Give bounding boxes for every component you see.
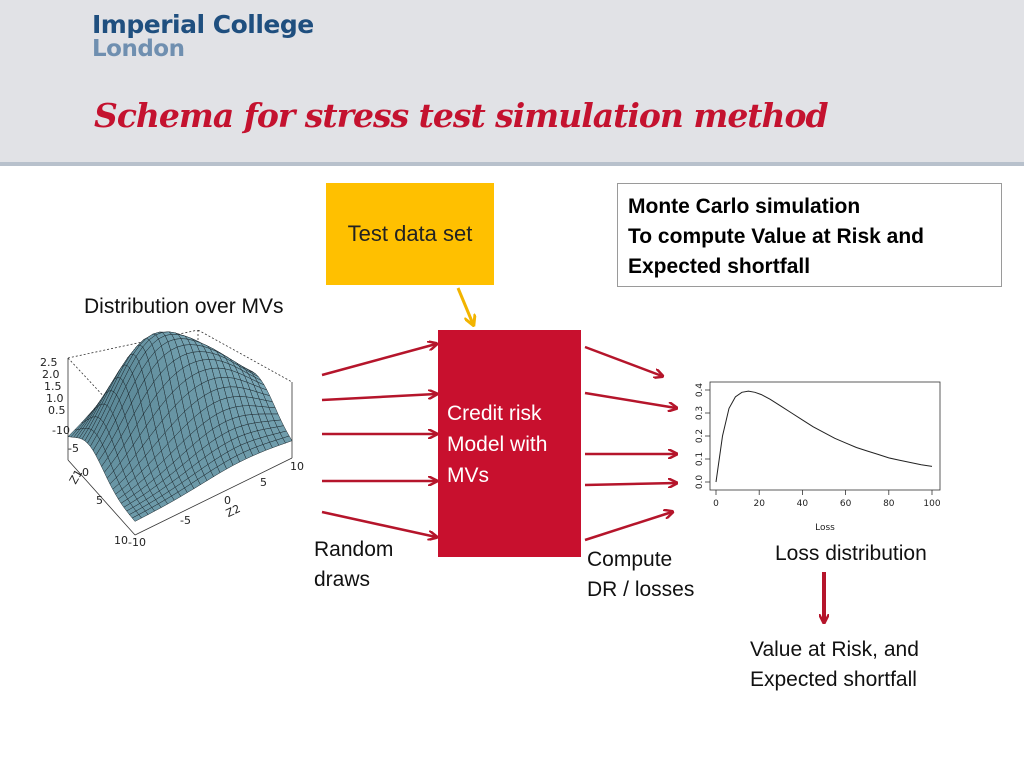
z1-axis-label: Z1 <box>67 467 86 486</box>
z1-tick: 5 <box>96 494 103 507</box>
z-tick: 2.0 <box>42 368 60 381</box>
test-data-label: Test data set <box>347 221 473 246</box>
monte-carlo-line2: To compute Value at Risk and <box>628 225 925 248</box>
credit-risk-model-box: Credit risk Model with MVs <box>438 330 581 557</box>
input-arrow-2 <box>321 394 436 402</box>
model-line3: MVs <box>447 464 489 487</box>
slide-title: Schema for stress test simulation method <box>94 96 829 135</box>
output-arrow-1 <box>584 345 662 376</box>
chart-x-axis-label: Loss <box>815 523 835 533</box>
compute-label: Compute DR / losses <box>587 545 694 605</box>
x-tick-label: 100 <box>923 499 940 509</box>
z-tick: 1.5 <box>44 380 62 393</box>
z2-tick: -5 <box>180 514 191 527</box>
z1-tick: -10 <box>52 424 70 437</box>
logo-line2: London <box>92 36 185 62</box>
var-es-label: Value at Risk, and Expected shortfall <box>750 635 919 695</box>
z1-tick: 0 <box>82 466 89 479</box>
z2-tick: 5 <box>260 476 267 489</box>
y-tick-label: 0.1 <box>695 452 705 466</box>
y-tick-label: 0.0 <box>695 475 705 490</box>
surface-plot: 2.5 2.0 1.5 1.0 0.5 -10 -5 0 5 10 -10 -5… <box>40 330 304 549</box>
header-bar: Imperial College London Schema for stres… <box>0 0 1024 166</box>
z-tick: 2.5 <box>40 356 58 369</box>
output-arrows <box>584 345 676 542</box>
x-tick-label: 80 <box>883 499 895 509</box>
monte-carlo-line3: Expected shortfall <box>628 255 811 278</box>
output-arrow-2 <box>584 391 676 408</box>
model-line2: Model with <box>447 433 548 456</box>
z2-tick: 0 <box>224 494 231 507</box>
z-tick: 1.0 <box>46 392 64 405</box>
z2-tick: 10 <box>290 460 304 473</box>
surface-tick-labels: 2.5 2.0 1.5 1.0 0.5 -10 -5 0 5 10 -10 -5… <box>40 356 304 549</box>
compute-line2: DR / losses <box>587 578 695 601</box>
logo-line1: Imperial College <box>92 10 314 39</box>
var-es-line2: Expected shortfall <box>750 668 917 691</box>
y-tick-label: 0.3 <box>695 406 705 420</box>
x-tick-label: 60 <box>840 499 852 509</box>
distribution-label: Distribution over MVs <box>84 295 284 318</box>
random-draws-line1: Random <box>314 538 394 561</box>
loss-distribution-label: Loss distribution <box>775 542 927 565</box>
surface-facet <box>131 514 142 522</box>
z1-tick: -5 <box>68 442 79 455</box>
x-tick-label: 20 <box>753 499 765 509</box>
compute-line1: Compute <box>587 548 673 571</box>
input-arrow-1 <box>321 344 436 377</box>
output-arrow-4 <box>584 483 676 485</box>
chart-tick-labels: 0 20 40 60 80 100 0.0 0.1 0.2 0.3 0.4 <box>695 383 941 509</box>
input-arrows <box>321 344 436 537</box>
chart-axes <box>705 381 941 495</box>
z2-axis-label: Z2 <box>224 502 243 520</box>
output-arrow-5 <box>584 512 672 542</box>
loss-distribution-chart: 0 20 40 60 80 100 0.0 0.1 0.2 0.3 0.4 Loss <box>695 381 941 533</box>
model-line1: Credit risk <box>447 402 542 425</box>
monte-carlo-box: Monte Carlo simulation To compute Value … <box>617 183 1002 287</box>
x-tick-label: 40 <box>797 499 809 509</box>
y-tick-label: 0.4 <box>695 383 705 398</box>
z2-tick: -10 <box>128 536 146 549</box>
z1-tick: 10 <box>114 534 128 547</box>
var-es-line1: Value at Risk, and <box>750 638 919 661</box>
random-draws-line2: draws <box>314 568 371 591</box>
chart-frame <box>709 381 941 491</box>
loss-density-line <box>715 390 933 483</box>
test-data-arrow <box>456 287 473 324</box>
y-tick-label: 0.2 <box>695 429 705 443</box>
random-draws-label: Random draws <box>314 535 393 595</box>
x-tick-label: 0 <box>713 499 719 509</box>
input-arrow-5 <box>321 510 436 537</box>
test-data-box: Test data set <box>326 183 494 285</box>
surface-mesh <box>67 331 293 522</box>
z-tick: 0.5 <box>48 404 66 417</box>
monte-carlo-line1: Monte Carlo simulation <box>628 195 861 218</box>
